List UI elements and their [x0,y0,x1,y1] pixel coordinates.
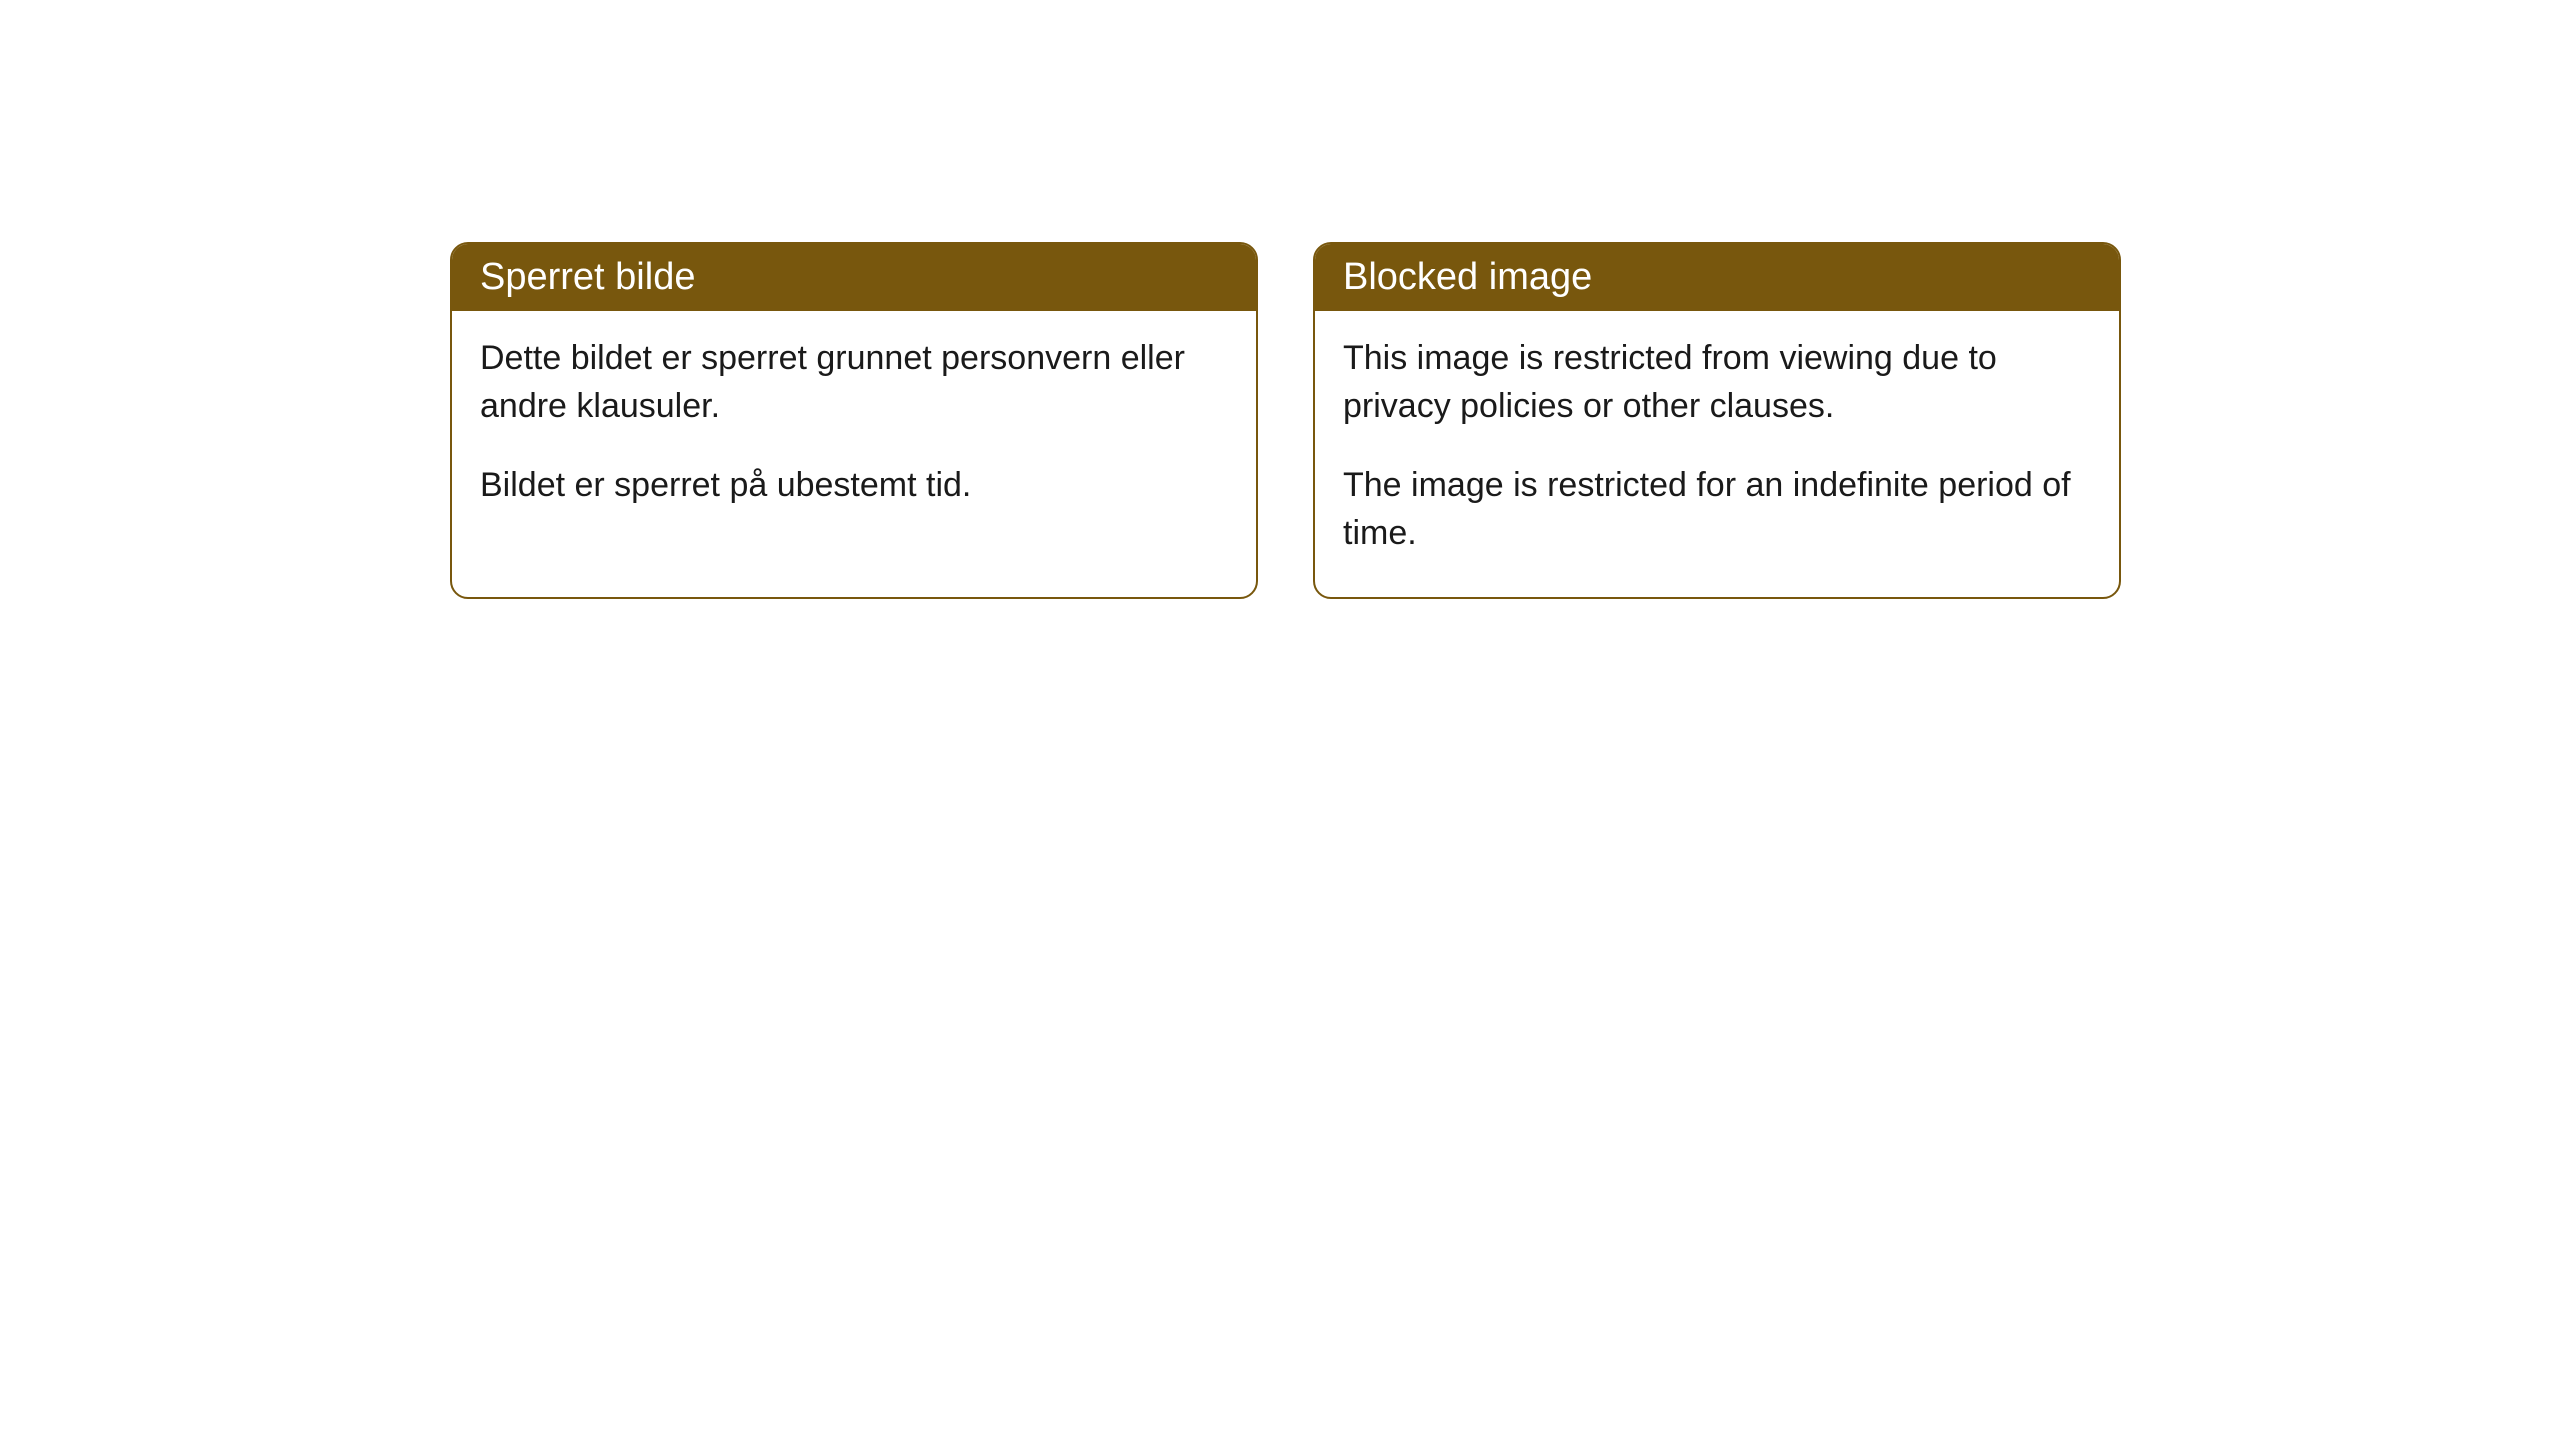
card-paragraph-2-english: The image is restricted for an indefinit… [1343,462,2091,557]
card-paragraph-1-norwegian: Dette bildet er sperret grunnet personve… [480,335,1228,430]
card-body-english: This image is restricted from viewing du… [1315,311,2119,597]
card-paragraph-1-english: This image is restricted from viewing du… [1343,335,2091,430]
card-title-english: Blocked image [1343,256,1592,298]
card-norwegian: Sperret bilde Dette bildet er sperret gr… [450,242,1258,599]
card-paragraph-2-norwegian: Bildet er sperret på ubestemt tid. [480,462,1228,510]
card-header-norwegian: Sperret bilde [452,244,1256,311]
card-title-norwegian: Sperret bilde [480,256,695,298]
card-header-english: Blocked image [1315,244,2119,311]
card-body-norwegian: Dette bildet er sperret grunnet personve… [452,311,1256,550]
card-english: Blocked image This image is restricted f… [1313,242,2121,599]
cards-container: Sperret bilde Dette bildet er sperret gr… [450,242,2121,599]
